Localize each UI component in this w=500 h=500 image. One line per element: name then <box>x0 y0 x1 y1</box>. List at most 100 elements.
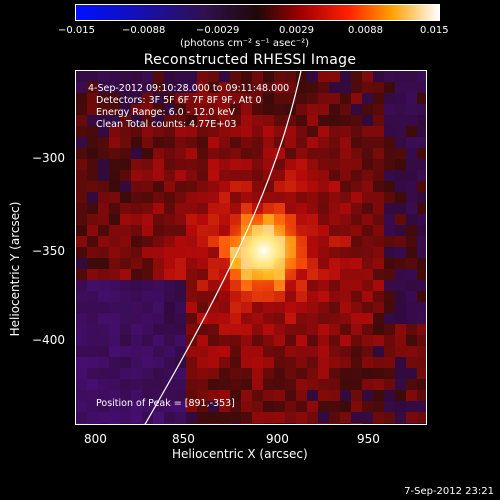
heatmap-cell <box>109 291 121 303</box>
heatmap-cell <box>318 137 330 149</box>
heatmap-cell <box>241 357 253 369</box>
heatmap-cell <box>296 104 308 116</box>
heatmap-cell <box>230 346 242 358</box>
heatmap-cell <box>340 148 352 160</box>
heatmap-cell <box>274 291 286 303</box>
heatmap-cell <box>296 302 308 314</box>
heatmap-cell <box>340 247 352 259</box>
heatmap-cell <box>296 379 308 391</box>
heatmap-cell <box>87 170 99 182</box>
heatmap-cell <box>395 170 407 182</box>
heatmap-cell <box>362 236 374 248</box>
heatmap-cell <box>417 126 426 138</box>
heatmap-cell <box>395 346 407 358</box>
heatmap-cell <box>153 192 165 204</box>
heatmap-cell <box>142 335 154 347</box>
heatmap-cell <box>241 291 253 303</box>
heatmap-cell <box>384 148 396 160</box>
heatmap-cell <box>296 423 308 424</box>
heatmap-cell <box>153 170 165 182</box>
heatmap-cell <box>219 324 231 336</box>
heatmap-cell <box>98 335 110 347</box>
heatmap-cell <box>241 423 253 424</box>
heatmap-cell <box>153 379 165 391</box>
x-tick-label: 900 <box>266 432 289 446</box>
colorbar-tick: 0.0029 <box>279 25 314 36</box>
heatmap-cell <box>76 269 88 281</box>
heatmap-cell <box>384 203 396 215</box>
heatmap-cell <box>318 412 330 424</box>
heatmap-cell <box>120 214 132 226</box>
heatmap-cell <box>197 346 209 358</box>
heatmap-cell <box>164 181 176 193</box>
heatmap-cell <box>164 412 176 424</box>
heatmap-cell <box>318 313 330 325</box>
heatmap-cell <box>263 324 275 336</box>
heatmap-cell <box>373 236 385 248</box>
heatmap-cell <box>384 82 396 94</box>
heatmap-cell <box>230 401 242 413</box>
heatmap-cell <box>395 324 407 336</box>
heatmap-cell <box>153 335 165 347</box>
heatmap-cell <box>329 170 341 182</box>
heatmap-cell <box>296 346 308 358</box>
heatmap-cell <box>219 357 231 369</box>
heatmap-cell <box>109 104 121 116</box>
heatmap-cell <box>186 291 198 303</box>
heatmap-cell <box>417 104 426 116</box>
heatmap-cell <box>120 291 132 303</box>
heatmap-cell <box>186 203 198 215</box>
heatmap-cell <box>131 159 143 171</box>
heatmap-cell <box>373 93 385 105</box>
heatmap-cell <box>351 137 363 149</box>
heatmap-cell <box>164 126 176 138</box>
heatmap-cell <box>373 148 385 160</box>
heatmap-cell <box>142 280 154 292</box>
heatmap-cell <box>197 225 209 237</box>
heatmap-cell <box>76 247 88 259</box>
heatmap-cell <box>131 181 143 193</box>
heatmap-cell <box>208 181 220 193</box>
heatmap-cell <box>417 335 426 347</box>
heatmap-cell <box>175 247 187 259</box>
heatmap-cell <box>417 214 426 226</box>
heatmap-cell <box>285 148 297 160</box>
heatmap-cell <box>340 137 352 149</box>
heatmap-cell <box>131 236 143 248</box>
heatmap-cell <box>109 181 121 193</box>
heatmap-cell <box>318 247 330 259</box>
heatmap-cell <box>329 71 341 83</box>
heatmap-cell <box>373 401 385 413</box>
heatmap-cell <box>307 368 319 380</box>
heatmap-cell <box>263 148 275 160</box>
heatmap-cell <box>406 170 418 182</box>
heatmap-cell <box>307 104 319 116</box>
heatmap-cell <box>307 379 319 391</box>
heatmap-cell <box>219 203 231 215</box>
heatmap-cell <box>186 104 198 116</box>
heatmap-cell <box>274 104 286 116</box>
x-tick-label: 950 <box>357 432 380 446</box>
heatmap-cell <box>406 192 418 204</box>
heatmap-cell <box>153 280 165 292</box>
heatmap-cell <box>109 170 121 182</box>
heatmap-cell <box>142 269 154 281</box>
heatmap-cell <box>164 280 176 292</box>
heatmap-cell <box>307 225 319 237</box>
heatmap-cell <box>208 335 220 347</box>
heatmap-cell <box>120 115 132 127</box>
heatmap-cell <box>318 269 330 281</box>
heatmap-cell <box>373 181 385 193</box>
heatmap-cell <box>340 291 352 303</box>
heatmap-cell <box>98 247 110 259</box>
heatmap-cell <box>340 71 352 83</box>
heatmap-cell <box>395 225 407 237</box>
heatmap-cell <box>175 170 187 182</box>
heatmap-cell <box>406 291 418 303</box>
heatmap-cell <box>406 357 418 369</box>
heatmap-cell <box>362 401 374 413</box>
heatmap-cell <box>362 82 374 94</box>
heatmap-cell <box>340 412 352 424</box>
heatmap-cell <box>164 335 176 347</box>
heatmap-cell <box>362 357 374 369</box>
